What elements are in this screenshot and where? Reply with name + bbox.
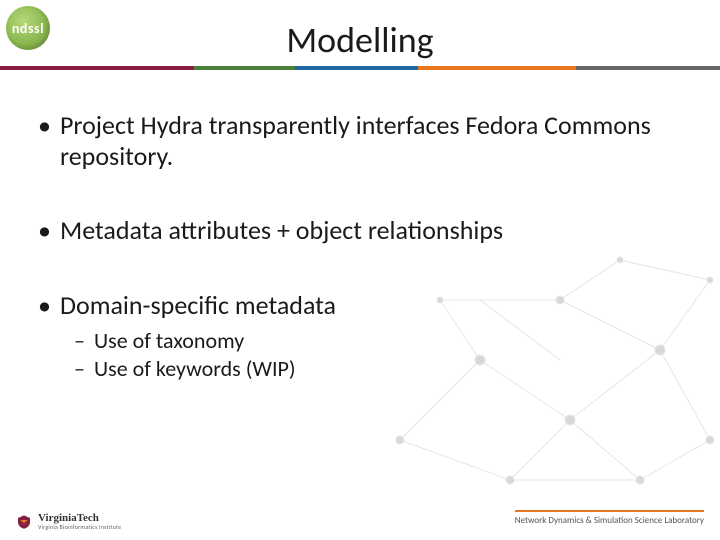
bullet-item: Project Hydra transparently interfaces F… [38,110,680,171]
bullet-text: Domain-specific metadata [60,289,336,321]
sub-list: Use of taxonomyUse of keywords (WIP) [74,327,680,383]
rule-segment [576,66,720,70]
bullet-item: Metadata attributes + object relationshi… [38,215,680,246]
slide-title: Modelling [0,18,720,62]
sub-bullet-item: Use of keywords (WIP) [74,355,680,383]
bullet-text: Metadata attributes + object relationshi… [60,214,503,246]
rule-segment [194,66,295,70]
rule-segment [295,66,417,70]
title-rule [0,66,720,70]
sub-bullet-item: Use of taxonomy [74,327,680,355]
bullet-text: Project Hydra transparently interfaces F… [60,109,651,172]
rule-segment [0,66,194,70]
bullet-list: Project Hydra transparently interfaces F… [38,110,680,383]
bullet-item: Domain-specific metadata Use of taxonomyU… [38,290,680,383]
body-content: Project Hydra transparently interfaces F… [38,110,680,403]
vt-shield-icon [16,514,32,530]
footer-right: Network Dynamics & Simulation Science La… [515,510,704,526]
slide: ndssl Modelling Project Hydra transparen… [0,0,720,540]
footer-left: VirginiaTech Virginia Bioinformatics Ins… [16,513,121,530]
rule-segment [418,66,576,70]
vt-text-block: VirginiaTech Virginia Bioinformatics Ins… [38,513,121,530]
sub-bullet-text: Use of keywords (WIP) [94,355,296,382]
sub-bullet-text: Use of taxonomy [94,327,244,354]
vt-subtitle: Virginia Bioinformatics Institute [38,524,121,530]
